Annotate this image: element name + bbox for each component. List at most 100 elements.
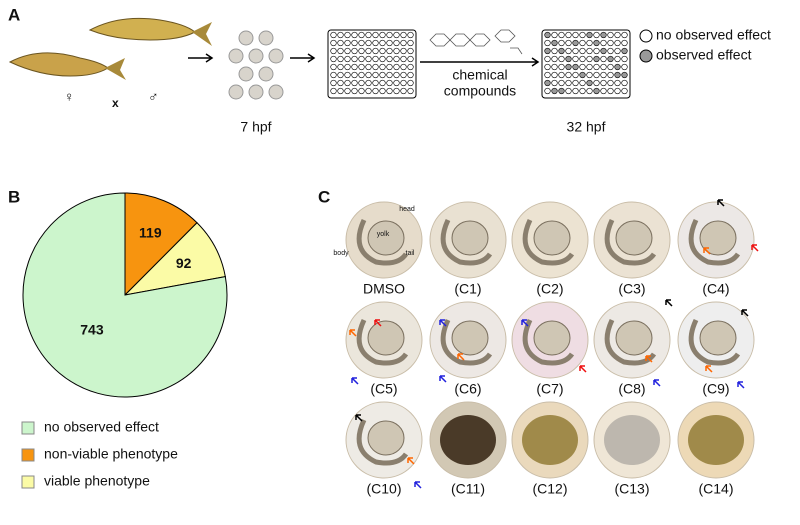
well bbox=[572, 79, 579, 87]
well bbox=[330, 87, 337, 95]
arrow bbox=[665, 299, 673, 307]
arrow bbox=[414, 481, 422, 489]
arrow bbox=[439, 319, 447, 327]
well bbox=[379, 87, 386, 95]
well bbox=[407, 63, 414, 71]
embryo-tail bbox=[688, 218, 741, 266]
well bbox=[379, 55, 386, 63]
legend-label: no observed effect bbox=[656, 27, 771, 43]
well bbox=[365, 39, 372, 47]
well bbox=[386, 47, 393, 55]
arrow bbox=[751, 244, 759, 252]
well bbox=[365, 87, 372, 95]
well bbox=[407, 87, 414, 95]
egg bbox=[248, 48, 264, 64]
well bbox=[344, 39, 351, 47]
well bbox=[593, 87, 600, 95]
arrow bbox=[645, 355, 653, 363]
egg bbox=[258, 66, 274, 82]
well bbox=[544, 71, 551, 79]
well bbox=[621, 31, 628, 39]
well bbox=[621, 47, 628, 55]
well bbox=[600, 87, 607, 95]
well bbox=[330, 71, 337, 79]
annotation: yolk bbox=[377, 231, 390, 238]
well bbox=[351, 39, 358, 47]
well bbox=[551, 63, 558, 71]
well bbox=[358, 63, 365, 71]
yolk bbox=[451, 320, 489, 356]
well bbox=[544, 55, 551, 63]
well bbox=[600, 31, 607, 39]
well bbox=[379, 31, 386, 39]
well bbox=[607, 39, 614, 47]
well bbox=[544, 63, 551, 71]
well bbox=[600, 63, 607, 71]
well bbox=[365, 63, 372, 71]
well bbox=[400, 31, 407, 39]
embryo-label: (C1) bbox=[454, 281, 481, 297]
well bbox=[544, 39, 551, 47]
well bbox=[407, 39, 414, 47]
yolk bbox=[699, 220, 737, 256]
well bbox=[621, 87, 628, 95]
well bbox=[365, 55, 372, 63]
well bbox=[358, 71, 365, 79]
well bbox=[393, 31, 400, 39]
well bbox=[330, 39, 337, 47]
embryo-tail bbox=[440, 218, 493, 266]
well bbox=[565, 47, 572, 55]
well bbox=[379, 47, 386, 55]
panel-label: C bbox=[318, 187, 330, 206]
well bbox=[607, 31, 614, 39]
plate bbox=[327, 29, 417, 99]
embryo-label: (C4) bbox=[702, 281, 729, 297]
well bbox=[600, 39, 607, 47]
pie-slice bbox=[124, 192, 198, 297]
well bbox=[393, 79, 400, 87]
well bbox=[379, 79, 386, 87]
well bbox=[551, 47, 558, 55]
symbol: x bbox=[112, 96, 119, 110]
arrow bbox=[457, 353, 465, 361]
well bbox=[558, 79, 565, 87]
data-label: 743 bbox=[80, 321, 104, 337]
well bbox=[344, 47, 351, 55]
arrow bbox=[741, 309, 749, 317]
well bbox=[330, 79, 337, 87]
well bbox=[621, 71, 628, 79]
well bbox=[572, 63, 579, 71]
well bbox=[551, 79, 558, 87]
well bbox=[614, 47, 621, 55]
well bbox=[379, 71, 386, 79]
well bbox=[544, 79, 551, 87]
embryo-tail bbox=[356, 418, 409, 466]
well bbox=[337, 47, 344, 55]
embryo-body bbox=[522, 415, 578, 465]
well bbox=[407, 55, 414, 63]
well bbox=[558, 47, 565, 55]
well bbox=[358, 39, 365, 47]
embryo-tail bbox=[522, 318, 575, 366]
embryo-label: DMSO bbox=[363, 281, 405, 297]
arrow bbox=[351, 377, 359, 385]
well bbox=[593, 47, 600, 55]
well bbox=[586, 55, 593, 63]
well bbox=[565, 55, 572, 63]
legend-swatch bbox=[639, 29, 653, 43]
well bbox=[621, 79, 628, 87]
well bbox=[565, 31, 572, 39]
well bbox=[372, 71, 379, 79]
arrow bbox=[653, 379, 661, 387]
well bbox=[614, 55, 621, 63]
well bbox=[565, 71, 572, 79]
well bbox=[600, 47, 607, 55]
well bbox=[407, 31, 414, 39]
yolk bbox=[367, 420, 405, 456]
egg bbox=[238, 66, 254, 82]
arrow bbox=[407, 457, 415, 465]
well bbox=[621, 63, 628, 71]
well bbox=[607, 63, 614, 71]
well bbox=[330, 63, 337, 71]
well bbox=[337, 63, 344, 71]
